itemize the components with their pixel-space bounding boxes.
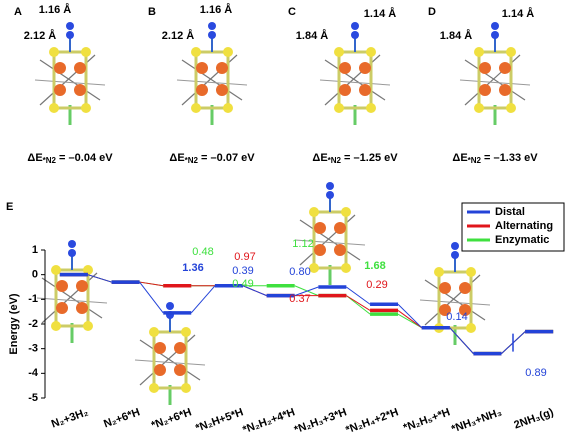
- energy-symbol: ΔE: [27, 152, 42, 164]
- y-axis-label: Energy (eV): [8, 293, 20, 354]
- barrier-label: 0.80: [289, 266, 310, 278]
- energy-symbol: ΔE: [312, 152, 327, 164]
- connector: [346, 295, 371, 315]
- y-tick-label: -2: [28, 318, 38, 330]
- connector: [190, 285, 216, 314]
- connector: [294, 285, 319, 297]
- structure: [133, 300, 207, 407]
- x-tick-label: *N₂H+5*H: [194, 406, 245, 434]
- y-tick-label: -3: [28, 343, 38, 355]
- panel-label: C: [288, 6, 296, 18]
- structure: [418, 240, 492, 347]
- y-tick-label: 1: [32, 244, 38, 256]
- distance-label: 1.84 Å: [440, 29, 472, 42]
- energy-diagram: E -5 -4 -3 -2 -1 0 1 Energy (eV) N₂+3H₂ N₂+6*H *N₂+…: [6, 201, 565, 436]
- panel-label: D: [428, 6, 436, 18]
- barrier-label: 0.89: [525, 367, 546, 379]
- x-tick-label: *N₂H₄+2*H: [344, 406, 400, 436]
- x-tick-label: *NH₃+NH₃: [450, 406, 504, 435]
- connector: [397, 303, 423, 329]
- legend-label: Distal: [495, 206, 525, 218]
- legend-label: Alternating: [495, 220, 553, 232]
- distance-label: 2.12 Å: [24, 29, 56, 42]
- connector: [449, 327, 474, 354]
- connector: [346, 295, 371, 311]
- energy-subscript: *N2: [43, 156, 57, 165]
- connector: [87, 274, 112, 283]
- energy-value: = –0.04 eV: [56, 152, 113, 164]
- barrier-label: 1.12: [292, 238, 313, 250]
- barrier-label: 0.14: [446, 311, 467, 323]
- energy-symbol: ΔE: [452, 152, 467, 164]
- connector: [139, 281, 164, 287]
- structures: [33, 20, 532, 407]
- energy-symbol: ΔE: [169, 152, 184, 164]
- distance-label: 2.12 Å: [162, 29, 194, 42]
- distance-label: 1.16 Å: [39, 3, 71, 16]
- distance-label: 1.14 Å: [364, 7, 396, 20]
- barrier-label: 0.49: [232, 278, 253, 290]
- binding-energy: ΔE*N2 = –0.04 eV: [27, 152, 113, 165]
- y-tick-label: -4: [28, 367, 39, 379]
- binding-energy: ΔE*N2 = –1.25 eV: [312, 152, 398, 165]
- connector: [139, 281, 164, 314]
- panel-label: E: [6, 201, 13, 213]
- binding-energy: ΔE*N2 = –1.33 eV: [452, 152, 538, 165]
- legend-label: Enzymatic: [495, 234, 549, 246]
- energy-subscript: *N2: [468, 156, 482, 165]
- barrier-label: 1.36: [182, 262, 203, 274]
- distance-label: 1.84 Å: [296, 29, 328, 42]
- barrier-label: 0.97: [234, 251, 255, 263]
- connector: [294, 286, 319, 297]
- x-tick-label: N₂+6*H: [102, 406, 141, 430]
- barrier-label: 1.68: [364, 260, 385, 272]
- connector: [242, 285, 267, 297]
- connector: [346, 286, 371, 305]
- structure: [318, 20, 392, 127]
- energy-subscript: *N2: [185, 156, 199, 165]
- energy-value: = –1.25 eV: [341, 152, 398, 164]
- structure: [35, 238, 109, 345]
- x-tick-label: *N₂H₅+*H: [402, 406, 452, 434]
- distance-label: 1.14 Å: [502, 7, 534, 20]
- energy-value: = –0.07 eV: [198, 152, 255, 164]
- x-tick-label: N₂+3H₂: [50, 406, 90, 430]
- x-tick-label: 2NH₃(g): [512, 406, 555, 431]
- connector: [397, 310, 423, 329]
- y-tick-label: -1: [28, 293, 38, 305]
- x-tick-label: *N₂H₂+4*H: [241, 406, 297, 436]
- panel-label: B: [148, 6, 156, 18]
- binding-energy: ΔE*N2 = –0.07 eV: [169, 152, 255, 165]
- panel-label: A: [14, 6, 22, 18]
- energy-value: = –1.33 eV: [481, 152, 538, 164]
- barrier-label: 0.48: [192, 246, 213, 258]
- x-tick-label: *N₂+6*H: [150, 406, 194, 432]
- y-tick-label: -5: [28, 392, 38, 404]
- energy-subscript: *N2: [328, 156, 342, 165]
- barrier-label: 0.37: [289, 293, 310, 305]
- distance-label: 1.16 Å: [200, 3, 232, 16]
- y-tick-label: 0: [32, 269, 38, 281]
- barrier-label: 0.39: [232, 265, 253, 277]
- barrier-label: 0.29: [366, 279, 387, 291]
- x-tick-label: *N₂H₃+3*H: [293, 406, 349, 436]
